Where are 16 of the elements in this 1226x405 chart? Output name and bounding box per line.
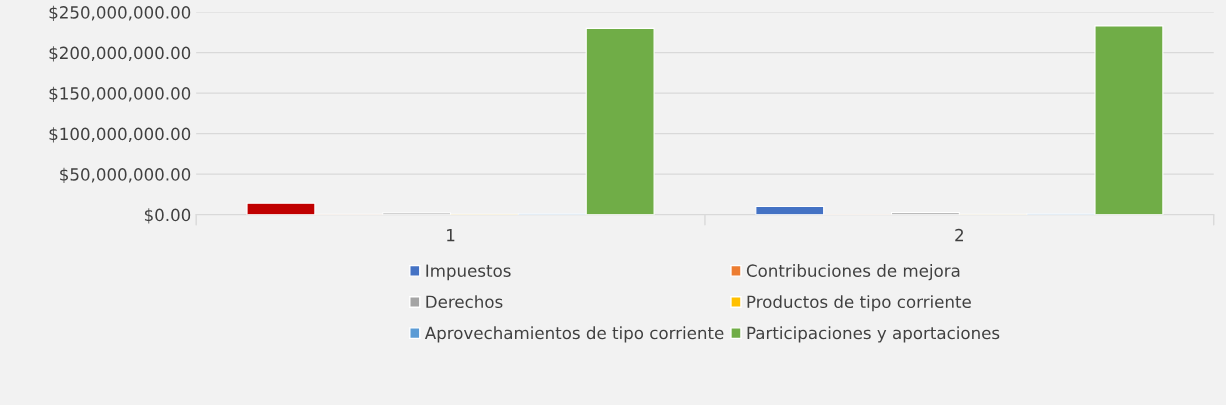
- y-tick-label: $150,000,000.00: [49, 86, 191, 102]
- legend-label: Participaciones y aportaciones: [747, 326, 1000, 343]
- y-tick-label: $0.00: [144, 208, 191, 224]
- legend-label: Contribuciones de mejora: [746, 264, 960, 281]
- x-tick-label: 2: [955, 228, 963, 242]
- bar: [246, 202, 316, 215]
- y-tick-label: $100,000,000.00: [49, 127, 191, 143]
- y-tick-label: $250,000,000.00: [49, 5, 191, 21]
- legend-label: Aprovechamientos de tipo corriente: [424, 326, 724, 343]
- x-tick-label: 1: [447, 229, 455, 242]
- bar: [755, 205, 825, 215]
- legend-label: Productos de tipo corriente: [747, 295, 971, 312]
- legend-label: Impuestos: [426, 264, 511, 281]
- legend-label: Derechos: [426, 295, 503, 309]
- y-tick-label: $50,000,000.00: [60, 167, 191, 183]
- y-tick-label: $200,000,000.00: [49, 46, 191, 62]
